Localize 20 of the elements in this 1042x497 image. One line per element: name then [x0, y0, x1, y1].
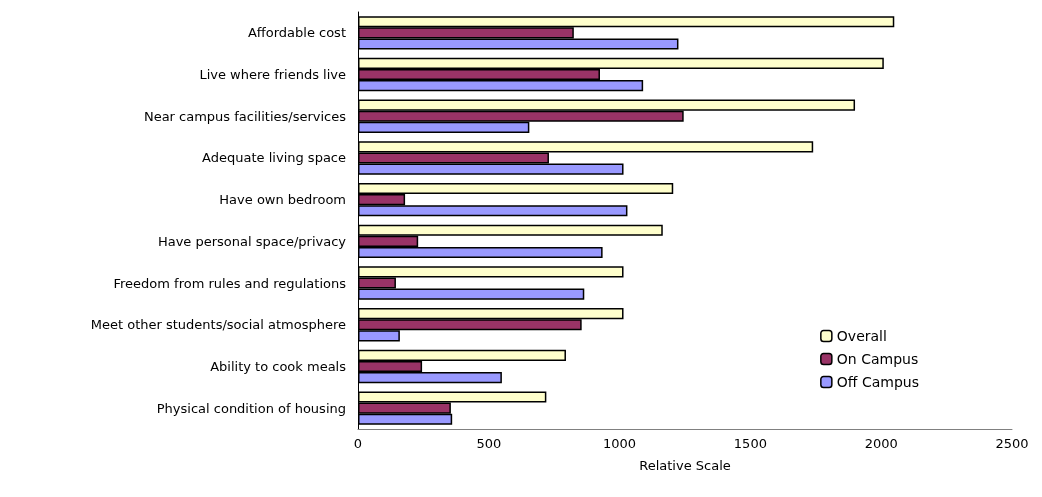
y-tick-label: Have personal space/privacy [157, 233, 347, 249]
y-tick-label: Live where friends live [199, 67, 346, 83]
x-tick-label: 2000 [864, 436, 898, 451]
x-tick-label: 500 [476, 436, 502, 451]
x-tick-label: 1500 [733, 436, 767, 451]
y-tick-label: Have own bedroom [219, 192, 346, 208]
y-tick-label: Ability to cook meals [210, 358, 347, 374]
y-tick-label: Freedom from rules and regulations [113, 275, 347, 291]
y-tick-label: Affordable cost [247, 25, 346, 41]
x-tick-label: 1000 [603, 436, 637, 451]
y-tick-label: Physical condition of housing [156, 400, 346, 416]
y-tick-label: Adequate living space [202, 150, 346, 166]
legend-label: Off Campus [836, 374, 920, 390]
x-tick-label: 0 [353, 436, 363, 451]
legend-label: On Campus [836, 351, 919, 367]
x-axis-title: Relative Scale [639, 458, 731, 473]
x-tick-label: 2500 [995, 436, 1029, 451]
y-tick-label: Near campus facilities/services [143, 108, 347, 124]
legend-label: Overall [836, 328, 887, 344]
y-tick-label: Meet other students/social atmosphere [90, 317, 346, 333]
